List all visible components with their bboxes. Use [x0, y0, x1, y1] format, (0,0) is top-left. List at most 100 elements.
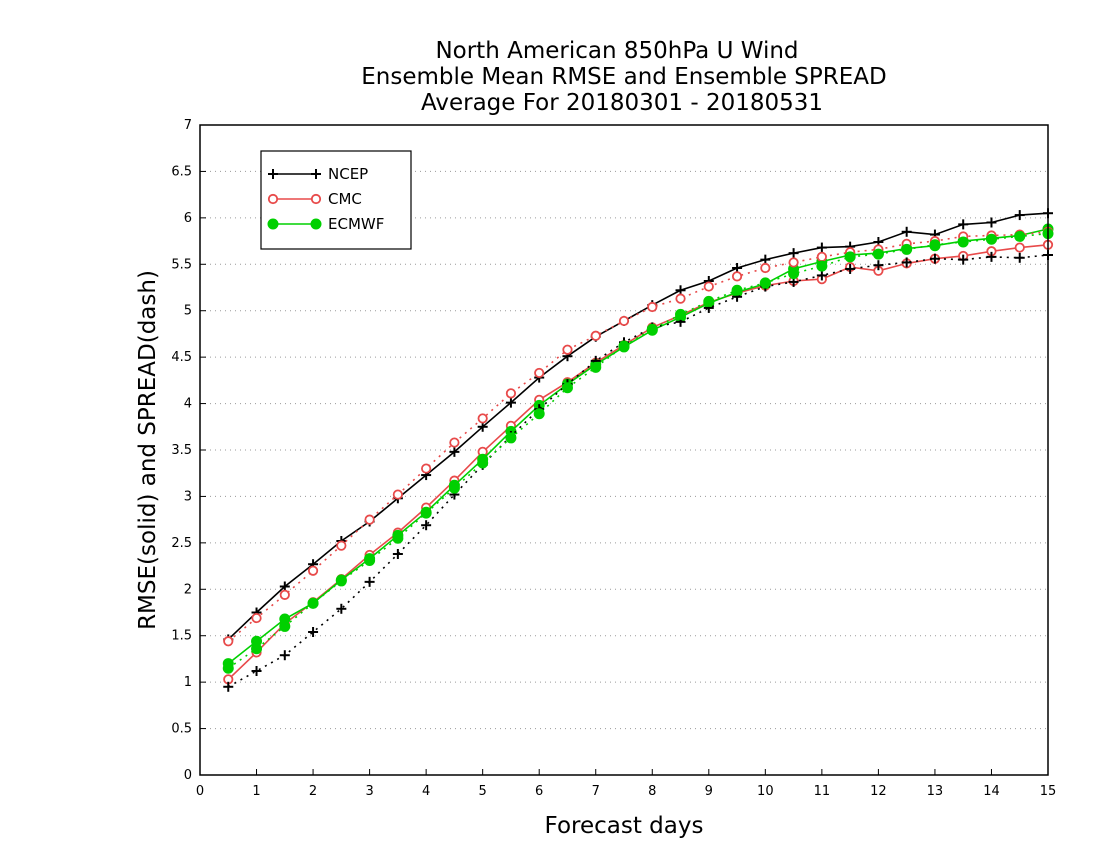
series-line-ncep-rmse: [227, 212, 1049, 640]
legend-item-ecmwf: ECMWF: [267, 215, 384, 233]
y-tick-label-0: 0: [184, 768, 192, 783]
data-point-cmc-spread-12: [562, 344, 573, 355]
y-tick-label-9: 4.5: [171, 350, 192, 365]
data-point-ecmwf-spread-4: [335, 575, 347, 587]
data-point-ecmwf-spread-11: [533, 408, 545, 420]
data-point-cmc-spread-20: [788, 257, 799, 268]
x-tick-label-15: 15: [1040, 784, 1057, 799]
data-point-ecmwf-spread-19: [759, 277, 771, 289]
data-point-ncep-spread-25: [929, 253, 940, 264]
y-tick-label-7: 3.5: [171, 443, 192, 458]
data-point-cmc-spread-2: [279, 589, 290, 600]
data-point-ncep-spread-22: [845, 263, 856, 274]
y-axis: 0 0.5 1 1.5 2 2.5 3 3.5 4 4.5 5 5.5 6 6.5 7: [171, 118, 206, 783]
y-tick-label-4: 2: [184, 582, 192, 597]
y-tick-label-12: 6: [184, 211, 192, 226]
x-axis: 0 1 2 3 4 5 6 7 8 9 10 11 12 13 14 15: [196, 769, 1056, 799]
data-point-cmc-spread-5: [364, 514, 375, 525]
data-point-ecmwf-spread-24: [901, 243, 913, 255]
x-tick-label-14: 14: [983, 784, 1000, 799]
data-point-ecmwf-spread-23: [872, 248, 884, 260]
data-point-cmc-spread-21: [816, 251, 827, 262]
data-point-ecmwf-spread-15: [646, 323, 658, 335]
data-point-ecmwf-spread-3: [307, 597, 319, 609]
data-point-ncep-rmse-24: [901, 226, 912, 237]
data-point-ncep-spread-0: [223, 681, 234, 692]
x-tick-label-2: 2: [309, 784, 317, 799]
data-point-ecmwf-spread-10: [505, 432, 517, 444]
legend-label-ecmwf: ECMWF: [328, 215, 384, 233]
data-point-cmc-spread-9: [477, 413, 488, 424]
legend-item-cmc: CMC: [267, 190, 362, 208]
data-point-ecmwf-spread-16: [675, 308, 687, 320]
legend-marker-1-a: [267, 193, 279, 205]
data-point-ecmwf-spread-22: [844, 251, 856, 263]
data-point-ecmwf-spread-17: [703, 295, 715, 307]
legend-label-cmc: CMC: [328, 190, 362, 208]
x-tick-label-10: 10: [757, 784, 774, 799]
x-tick-label-11: 11: [814, 784, 831, 799]
data-point-ecmwf-spread-6: [392, 532, 404, 544]
data-point-ecmwf-spread-13: [590, 361, 602, 373]
series-layer: [222, 208, 1054, 692]
data-point-ncep-rmse-26: [958, 219, 969, 230]
data-point-ncep-spread-2: [279, 650, 290, 661]
data-point-cmc-spread-15: [647, 301, 658, 313]
x-tick-label-6: 6: [535, 784, 543, 799]
chart-title-line-3: Average For 20180301 - 20180531: [421, 90, 823, 116]
x-tick-label-7: 7: [592, 784, 600, 799]
data-point-ncep-spread-4: [336, 603, 347, 614]
data-point-ecmwf-spread-8: [448, 482, 460, 494]
x-tick-label-9: 9: [705, 784, 713, 799]
y-tick-label-1: 0.5: [171, 722, 192, 737]
legend-marker-0-b: [311, 169, 321, 179]
series-line-ecmwf-spread: [227, 232, 1049, 669]
x-axis-label: Forecast days: [545, 813, 704, 839]
y-tick-label-6: 3: [184, 489, 192, 504]
data-point-ecmwf-spread-0: [222, 662, 234, 674]
data-point-ecmwf-spread-18: [731, 284, 743, 296]
x-tick-label-12: 12: [870, 784, 887, 799]
series-ncep-spread: [223, 250, 1053, 692]
data-point-ncep-rmse-8: [449, 446, 460, 457]
y-axis-label: RMSE(solid) and SPREAD(dash): [135, 270, 161, 630]
data-point-cmc-spread-11: [534, 367, 545, 379]
x-tick-label-1: 1: [252, 784, 260, 799]
x-tick-label-13: 13: [927, 784, 944, 799]
legend-box: [260, 150, 412, 250]
x-tick-label-4: 4: [422, 784, 430, 799]
y-tick-label-13: 6.5: [171, 164, 192, 179]
data-point-cmc-rmse-28: [1014, 242, 1025, 253]
y-tick-label-8: 4: [184, 397, 192, 412]
x-tick-label-0: 0: [196, 784, 204, 799]
x-tick-label-8: 8: [648, 784, 656, 799]
y-tick-label-10: 5: [184, 304, 192, 319]
data-point-ecmwf-spread-1: [251, 643, 263, 655]
data-point-ncep-spread-21: [816, 270, 827, 281]
data-point-cmc-spread-13: [590, 330, 601, 341]
data-point-cmc-spread-19: [760, 262, 771, 274]
data-point-cmc-spread-3: [307, 565, 319, 576]
legend-item-ncep: NCEP: [268, 165, 368, 183]
data-point-ncep-spread-5: [364, 576, 375, 587]
data-point-ncep-rmse-21: [816, 242, 827, 253]
series-line-ncep-spread: [227, 254, 1049, 688]
data-point-ncep-rmse-28: [1014, 210, 1025, 221]
data-point-ncep-rmse-27: [986, 217, 997, 228]
y-tick-label-14: 7: [184, 118, 192, 133]
data-point-ecmwf-spread-20: [788, 268, 800, 280]
series-line-ecmwf-rmse: [227, 228, 1049, 665]
series-cmc-rmse: [223, 239, 1054, 685]
data-point-ecmwf-spread-25: [929, 239, 941, 251]
y-tick-label-11: 5.5: [171, 257, 192, 272]
data-point-cmc-spread-16: [675, 293, 686, 304]
data-point-cmc-spread-17: [703, 281, 714, 292]
legend-marker-2-b: [310, 218, 322, 230]
data-point-ecmwf-spread-2: [279, 620, 291, 632]
data-point-cmc-spread-1: [251, 612, 262, 624]
x-tick-label-3: 3: [365, 784, 373, 799]
chart-title-line-2: Ensemble Mean RMSE and Ensemble SPREAD: [361, 64, 886, 90]
data-point-ecmwf-spread-7: [420, 507, 432, 519]
data-point-cmc-spread-14: [618, 315, 630, 327]
data-point-ecmwf-spread-9: [477, 457, 489, 469]
